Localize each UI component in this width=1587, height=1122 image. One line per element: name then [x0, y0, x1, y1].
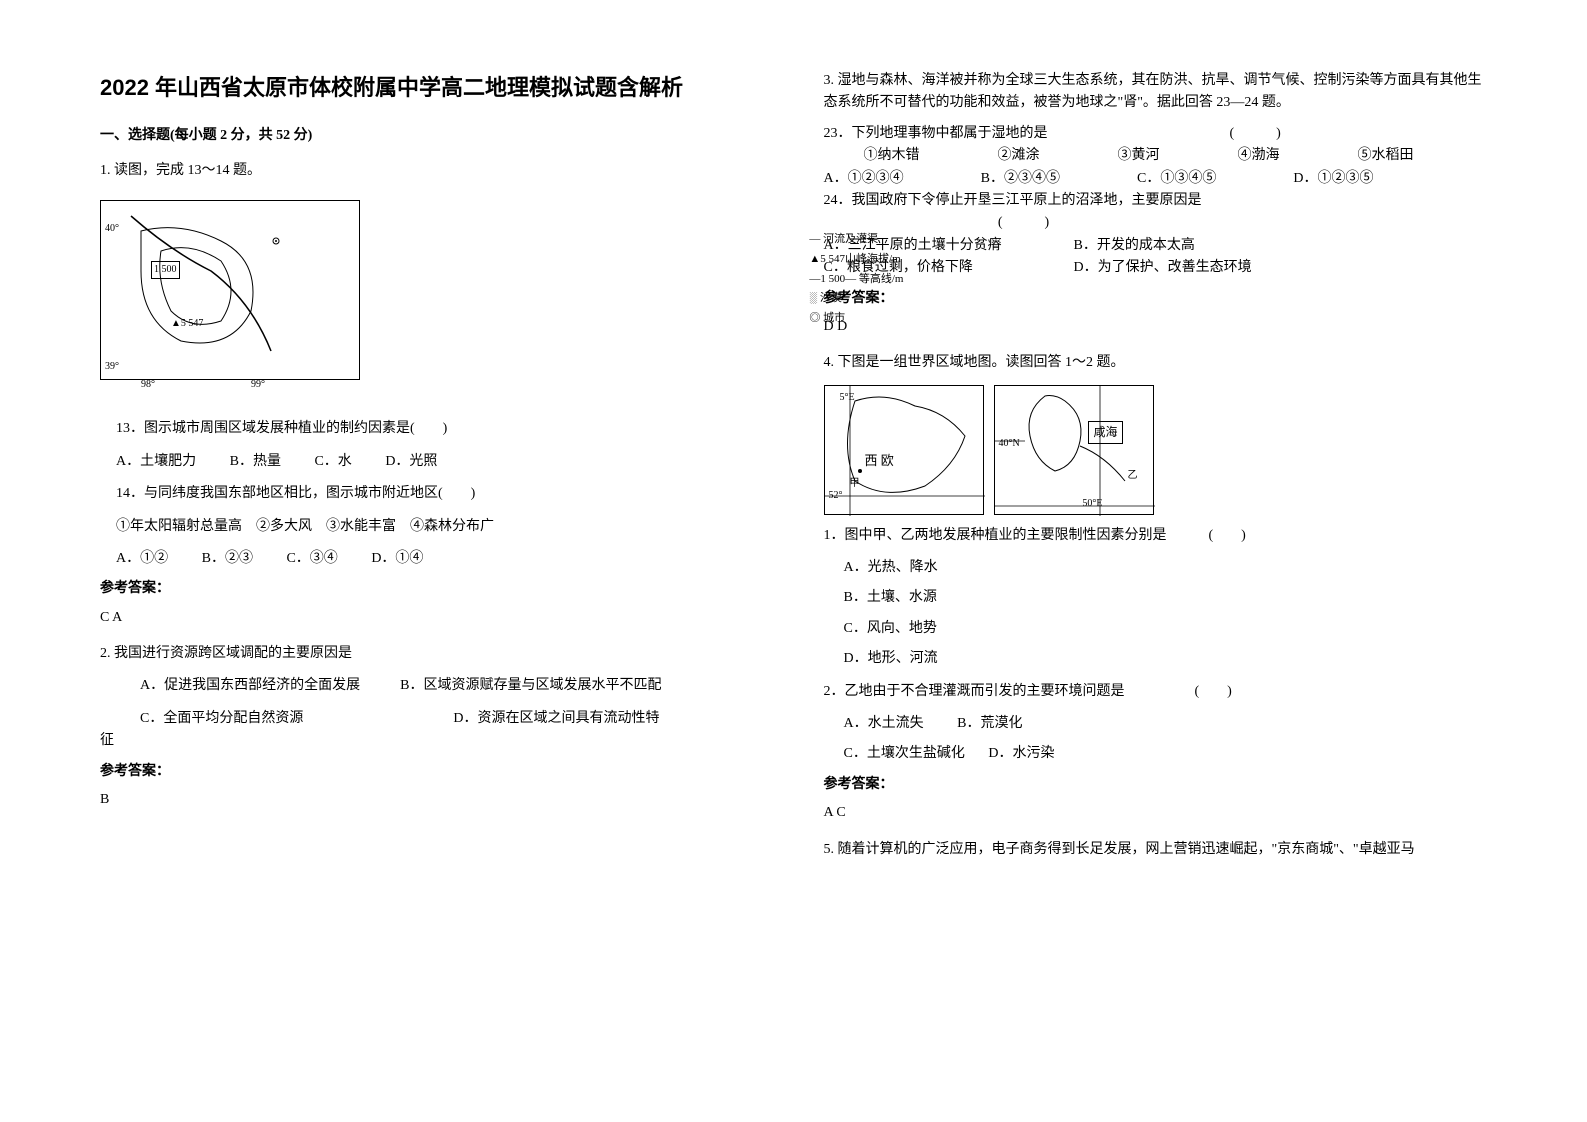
- question-1: 1. 读图，完成 13～14 题。 40° 39° 98° 99° 1 500 …: [100, 160, 764, 630]
- option-b: B．②③: [202, 548, 253, 570]
- map-left: 5°E 西 欧 甲 52°: [824, 385, 984, 515]
- option-c: C．水: [314, 451, 351, 473]
- legend-item: ▲5 547山峰海拔/m: [809, 250, 903, 270]
- item-3: ③黄河: [1118, 145, 1160, 167]
- q3-intro: 3. 湿地与森林、海洋被并称为全球三大生态系统，其在防洪、抗旱、调节气候、控制污…: [824, 70, 1488, 115]
- q4-2-row1: A．水土流失 B．荒漠化: [844, 713, 1488, 735]
- right-column: 3. 湿地与森林、海洋被并称为全球三大生态系统，其在防洪、抗旱、调节气候、控制污…: [824, 70, 1488, 875]
- option-c: C．风向、地势: [844, 618, 1488, 640]
- q4-maps: 5°E 西 欧 甲 52° 咸海 40°N 50°E 乙: [824, 385, 1488, 515]
- q3-answer: D D: [824, 316, 1488, 338]
- q13-options: A．土壤肥力 B．热量 C．水 D．光照: [116, 451, 764, 473]
- map-right: 咸海 40°N 50°E 乙: [994, 385, 1154, 515]
- option-d: D．地形、河流: [844, 648, 1488, 670]
- option-d: D．资源在区域之间具有流动性特: [453, 708, 659, 730]
- q14-stem: 14．与同纬度我国东部地区相比，图示城市附近地区( ): [116, 483, 764, 505]
- q4-1-stem: 1．图中甲、乙两地发展种植业的主要限制性因素分别是 ( ): [824, 525, 1488, 547]
- question-2: 2. 我国进行资源跨区域调配的主要原因是 A．促进我国东西部经济的全面发展 B．…: [100, 643, 764, 811]
- answer-label: 参考答案：: [100, 761, 764, 783]
- legend-item: — 河流及灌渠: [809, 230, 903, 250]
- document-title: 2022 年山西省太原市体校附属中学高二地理模拟试题含解析: [100, 70, 764, 105]
- option-b: B．土壤、水源: [844, 587, 1488, 609]
- option-c: C．③④: [286, 548, 337, 570]
- q23-items: ①纳木错 ②滩涂 ③黄河 ④渤海 ⑤水稻田: [864, 145, 1414, 167]
- map-lon-left: 98°: [141, 377, 155, 393]
- q24-stem: 24．我国政府下令停止开垦三江平原上的沼泽地，主要原因是: [824, 190, 1488, 212]
- answer-label: 参考答案：: [824, 288, 1488, 310]
- map-legend: — 河流及灌渠 ▲5 547山峰海拔/m —1 500— 等高线/m ░ 沙漠 …: [809, 230, 903, 329]
- q23-stem: 23．下列地理事物中都属于湿地的是 ( ): [824, 123, 1488, 145]
- q24-row2: C．粮食过剩，价格下降 D．为了保护、改善生态环境: [824, 257, 1488, 279]
- q24-row1: A．三江平原的土壤十分贫瘠 B．开发的成本太高: [824, 235, 1488, 257]
- option-a: A．①②: [116, 548, 168, 570]
- option-b: B．区域资源赋存量与区域发展水平不匹配: [400, 675, 661, 697]
- q2-stem: 2. 我国进行资源跨区域调配的主要原因是: [100, 643, 764, 665]
- option-a: A．水土流失: [844, 716, 924, 731]
- q1-map: 40° 39° 98° 99° 1 500 ▲5 547: [100, 200, 360, 380]
- legend-item: —1 500— 等高线/m: [809, 270, 903, 290]
- legend-item: ◎ 城市: [809, 309, 903, 329]
- item-1: ①纳木错: [864, 145, 920, 167]
- option-b: B．开发的成本太高: [1074, 235, 1195, 257]
- option-d: D．①②③⑤: [1293, 168, 1373, 190]
- left-column: 2022 年山西省太原市体校附属中学高二地理模拟试题含解析 一、选择题(每小题 …: [100, 70, 764, 875]
- legend-item: ░ 沙漠: [809, 289, 903, 309]
- q14-options: A．①② B．②③ C．③④ D．①④: [116, 548, 764, 570]
- map-lon-right: 99°: [251, 377, 265, 393]
- section-heading: 一、选择题(每小题 2 分，共 52 分): [100, 125, 764, 147]
- option-a: A．促进我国东西部经济的全面发展: [140, 675, 360, 697]
- map-outline: [825, 386, 985, 516]
- q4-2-stem: 2．乙地由于不合理灌溉而引发的主要环境问题是 ( ): [824, 681, 1488, 703]
- option-d: D．为了保护、改善生态环境: [1074, 257, 1252, 279]
- option-c: C．土壤次生盐碱化: [844, 746, 965, 761]
- q5-stem: 5. 随着计算机的广泛应用，电子商务得到长足发展，网上营销迅速崛起，"京东商城"…: [824, 839, 1488, 861]
- option-a: A．光热、降水: [844, 557, 1488, 579]
- item-2: ②滩涂: [998, 145, 1040, 167]
- q2-row2: C．全面平均分配自然资源 D．资源在区域之间具有流动性特: [140, 708, 764, 730]
- item-4: ④渤海: [1238, 145, 1280, 167]
- option-d: D．①④: [371, 548, 423, 570]
- question-4: 4. 下图是一组世界区域地图。读图回答 1～2 题。 5°E 西 欧 甲 52°: [824, 352, 1488, 824]
- q14-items: ①年太阳辐射总量高 ②多大风 ③水能丰富 ④森林分布广: [116, 516, 764, 538]
- question-5: 5. 随着计算机的广泛应用，电子商务得到长足发展，网上营销迅速崛起，"京东商城"…: [824, 839, 1488, 861]
- q1-stem: 1. 读图，完成 13～14 题。: [100, 160, 764, 182]
- q4-stem: 4. 下图是一组世界区域地图。读图回答 1～2 题。: [824, 352, 1488, 374]
- answer-label: 参考答案：: [824, 774, 1488, 796]
- option-b: B．热量: [230, 451, 281, 473]
- q23-options: A．①②③④ B．②③④⑤ C．①③④⑤ D．①②③⑤: [824, 168, 1374, 190]
- option-b: B．②③④⑤: [981, 168, 1060, 190]
- option-d: D．光照: [385, 451, 437, 473]
- option-c: C．全面平均分配自然资源: [140, 708, 303, 730]
- option-a: A．①②③④: [824, 168, 904, 190]
- item-5: ⑤水稻田: [1358, 145, 1414, 167]
- q13-stem: 13．图示城市周围区域发展种植业的制约因素是( ): [116, 418, 764, 440]
- q1-answer: C A: [100, 607, 764, 629]
- map-outline: [995, 386, 1155, 516]
- map-contours: [121, 211, 321, 371]
- option-d: D．水污染: [988, 746, 1054, 761]
- q2-row1: A．促进我国东西部经济的全面发展 B．区域资源赋存量与区域发展水平不匹配: [140, 675, 764, 697]
- option-c: C．①③④⑤: [1137, 168, 1216, 190]
- q2-answer: B: [100, 789, 764, 811]
- question-3: 3. 湿地与森林、海洋被并称为全球三大生态系统，其在防洪、抗旱、调节气候、控制污…: [824, 70, 1488, 338]
- option-b: B．荒漠化: [957, 716, 1022, 731]
- q4-answer: A C: [824, 802, 1488, 824]
- option-a: A．土壤肥力: [116, 451, 196, 473]
- q2-tail: 征: [100, 730, 764, 752]
- map-lat-bottom: 39°: [105, 359, 119, 375]
- answer-label: 参考答案：: [100, 578, 764, 600]
- q4-2-row2: C．土壤次生盐碱化 D．水污染: [844, 743, 1488, 765]
- map-lat-top: 40°: [105, 221, 119, 237]
